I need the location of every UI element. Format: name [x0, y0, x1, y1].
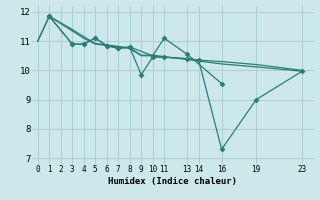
- X-axis label: Humidex (Indice chaleur): Humidex (Indice chaleur): [108, 177, 237, 186]
